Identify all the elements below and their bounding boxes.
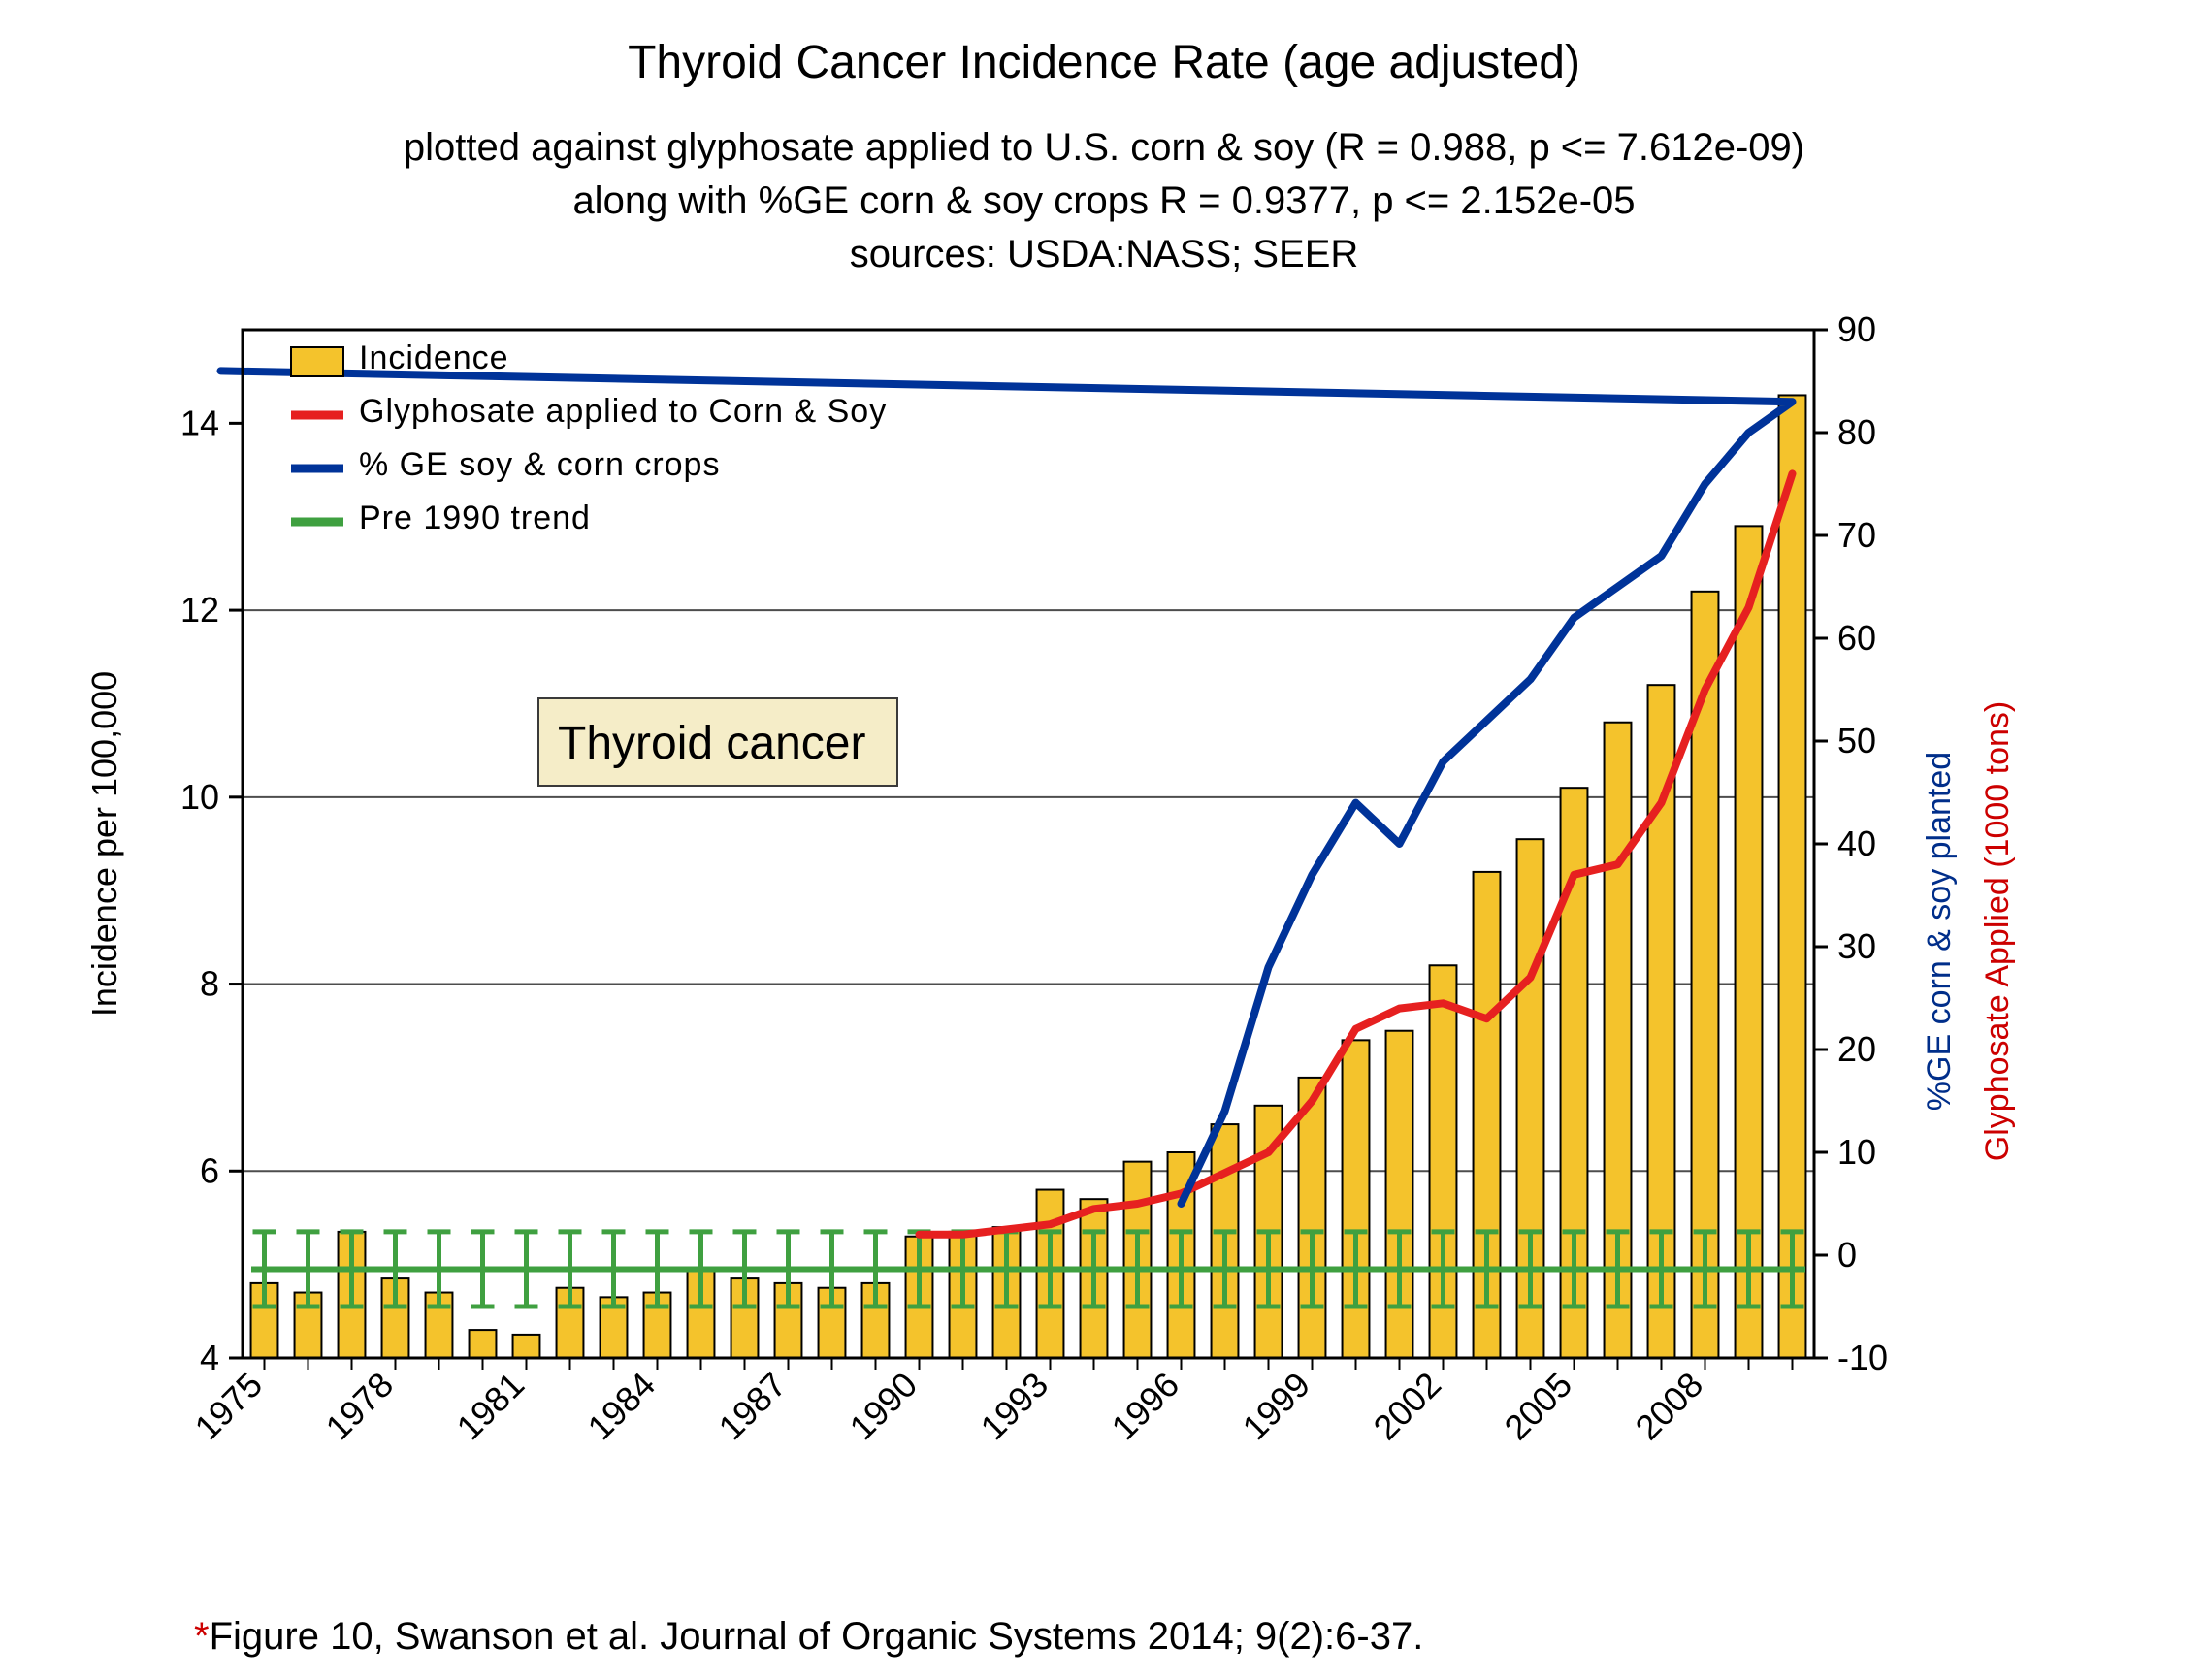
chart-subtitle: along with %GE corn & soy crops R = 0.93…	[572, 179, 1635, 222]
y-right-tick-label: 70	[1837, 515, 1876, 555]
y-left-tick-label: 8	[200, 964, 219, 1004]
chart-subtitle: sources: USDA:NASS; SEER	[850, 233, 1359, 275]
y-right-tick-label: 20	[1837, 1029, 1876, 1069]
bar-incidence	[1299, 1078, 1326, 1358]
y-left-tick-label: 14	[180, 403, 219, 442]
x-tick-label: 1987	[711, 1365, 795, 1448]
bar-incidence	[513, 1335, 540, 1358]
y-left-tick-label: 4	[200, 1338, 219, 1377]
bar-incidence	[1779, 395, 1806, 1358]
y-right-tick-label: 10	[1837, 1132, 1876, 1172]
x-tick-label: 2002	[1366, 1365, 1449, 1448]
y-left-axis-title: Incidence per 100,000	[84, 671, 124, 1017]
x-tick-label: 1999	[1235, 1365, 1318, 1448]
y-right-tick-label: 0	[1837, 1235, 1857, 1275]
y-right-tick-label: 80	[1837, 412, 1876, 452]
x-tick-label: 1978	[318, 1365, 402, 1448]
x-tick-label: 2008	[1628, 1365, 1711, 1448]
y-right-tick-label: 30	[1837, 926, 1876, 966]
y-left-tick-label: 10	[180, 777, 219, 817]
x-tick-label: 1981	[449, 1365, 533, 1448]
x-tick-label: 1990	[842, 1365, 925, 1448]
x-tick-label: 1996	[1104, 1365, 1187, 1448]
y-left-tick-label: 12	[180, 590, 219, 630]
y-left-tick-label: 6	[200, 1150, 219, 1190]
y-right-axis-title-glyphosate: Glyphosate Applied (1000 tons)	[1979, 701, 2016, 1161]
legend-swatch-incidence	[291, 347, 343, 376]
chart-subtitle: plotted against glyphosate applied to U.…	[404, 126, 1804, 169]
annotation-text: Thyroid cancer	[558, 718, 865, 769]
y-right-tick-label: 60	[1837, 618, 1876, 658]
x-tick-label: 1993	[973, 1365, 1056, 1448]
y-right-tick-label: 50	[1837, 721, 1876, 760]
legend-label: Glyphosate applied to Corn & Soy	[359, 393, 887, 430]
y-right-tick-label: 40	[1837, 824, 1876, 863]
thyroid-cancer-chart: 468101214-100102030405060708090197519781…	[0, 0, 2208, 1680]
y-right-tick-label: -10	[1837, 1338, 1888, 1377]
x-tick-label: 1984	[580, 1365, 664, 1448]
y-right-axis-title-ge: %GE corn & soy planted	[1921, 752, 1958, 1111]
x-tick-label: 2005	[1497, 1365, 1580, 1448]
bar-incidence	[1343, 1040, 1370, 1358]
legend-label: Incidence	[359, 339, 509, 376]
bar-incidence	[470, 1330, 497, 1358]
chart-title: Thyroid Cancer Incidence Rate (age adjus…	[628, 37, 1580, 88]
y-right-tick-label: 90	[1837, 309, 1876, 349]
legend-label: % GE soy & corn crops	[359, 446, 720, 483]
figure-caption: *Figure 10, Swanson et al. Journal of Or…	[194, 1615, 1423, 1658]
legend-label: Pre 1990 trend	[359, 500, 591, 536]
